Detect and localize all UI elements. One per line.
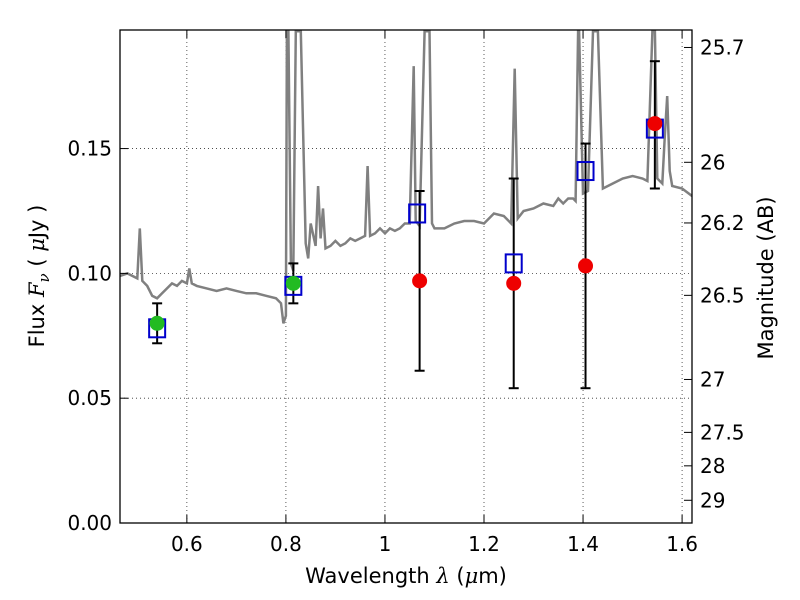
grid-lines [120,30,692,523]
model-flux-square [576,161,595,182]
y-tick-label: 0.15 [67,137,112,161]
model-flux-square [408,203,427,224]
x-tick-label: 1 [379,532,392,556]
observed-flux-point [506,275,522,291]
y2-tick-label: 26.5 [700,283,745,307]
y-tick-label: 0.00 [67,511,112,535]
observed-flux-point [149,315,165,331]
observed-flux-point [285,275,301,291]
observed-flux-point [578,258,594,274]
y2-tick-label: 27.5 [700,420,745,444]
y2-tick-label: 28 [700,454,725,478]
y-tick-label: 0.10 [67,261,112,285]
x-axis-label: Wavelength λ (μm) [305,564,507,588]
y2-tick-label: 25.7 [700,35,745,59]
y-tick-label: 0.05 [67,386,112,410]
observed-flux-markers [149,116,663,331]
x-tick-label: 1.6 [666,532,698,556]
y2-tick-label: 27 [700,367,725,391]
x-tick-label: 1.2 [468,532,500,556]
axis-ticks: 0.6 0.8 1 1.2 1.4 1.6 0.00 0.05 0.10 0.15 25.7 26 26… [67,30,745,556]
x-tick-label: 0.6 [171,532,203,556]
x-tick-label: 0.8 [270,532,302,556]
observed-flux-point [412,273,428,289]
observed-flux-point [647,116,663,132]
y2-tick-label: 29 [700,488,725,512]
y2-axis-label: Magnitude (AB) [754,196,778,359]
model-flux-square [504,253,523,274]
y2-tick-label: 26 [700,150,725,174]
y2-tick-label: 26.2 [700,211,745,235]
y-axis-label: Flux Fν ( μJy ) [25,205,53,348]
plot-frame [119,29,693,524]
x-tick-label: 1.4 [567,532,599,556]
template-spectrum-line [120,30,692,324]
